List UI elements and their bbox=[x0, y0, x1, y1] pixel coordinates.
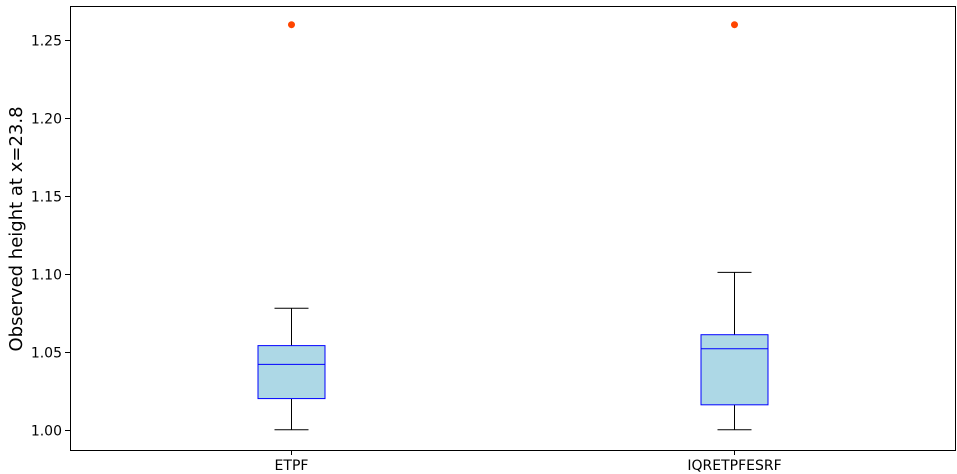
outlier-point bbox=[731, 21, 738, 29]
box-group bbox=[257, 21, 326, 431]
boxes-layer bbox=[257, 21, 769, 431]
plot-frame bbox=[70, 6, 956, 451]
y-tick-label: 1.15 bbox=[31, 190, 62, 206]
box bbox=[257, 345, 326, 400]
y-tick-label: 1.00 bbox=[31, 424, 62, 440]
y-tick-label: 1.25 bbox=[31, 34, 62, 50]
y-axis-title: Observed height at x=23.8 bbox=[6, 106, 27, 351]
outlier-point bbox=[288, 21, 295, 29]
y-tick-label: 1.10 bbox=[31, 268, 62, 284]
y-axis: 1.00 1.05 1.10 1.15 1.20 1.25 bbox=[31, 34, 70, 440]
box bbox=[700, 334, 769, 406]
x-tick-label: ETPF bbox=[275, 458, 309, 474]
y-tick-label: 1.20 bbox=[31, 112, 62, 128]
x-tick-label: IQRETPFESRF bbox=[687, 458, 781, 474]
x-axis: ETPF IQRETPFESRF bbox=[275, 450, 782, 474]
box-group bbox=[700, 21, 769, 431]
y-tick-label: 1.05 bbox=[31, 346, 62, 362]
